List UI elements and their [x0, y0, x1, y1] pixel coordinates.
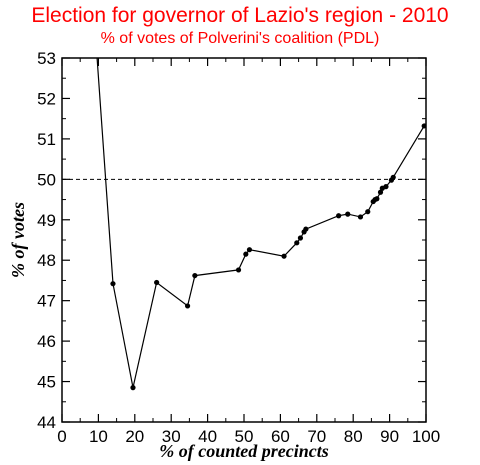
- data-point: [130, 385, 136, 391]
- y-tick-label: 53: [37, 49, 56, 68]
- x-tick-label: 10: [89, 427, 108, 446]
- data-point: [154, 279, 160, 286]
- x-tick-label: 80: [344, 427, 363, 446]
- plot-frame: [61, 57, 427, 423]
- data-point: [383, 184, 389, 190]
- y-tick-label: 46: [37, 332, 56, 351]
- data-point: [281, 253, 287, 259]
- y-tick-label: 51: [37, 130, 56, 149]
- x-tick-label: 60: [271, 427, 290, 446]
- y-tick-label: 52: [37, 89, 56, 108]
- data-point: [336, 213, 342, 219]
- y-tick-label: 49: [37, 211, 56, 230]
- data-point: [294, 240, 300, 246]
- y-tick-label: 44: [37, 413, 56, 432]
- data-point: [235, 267, 242, 273]
- series-line: [96, 58, 425, 388]
- data-point: [377, 189, 384, 195]
- x-tick-label: 20: [125, 427, 144, 446]
- chart-title: Election for governor of Lazio's region …: [31, 4, 449, 27]
- y-tick-label: 47: [37, 292, 56, 311]
- x-tick-label: 70: [307, 427, 326, 446]
- y-tick-label: 45: [37, 373, 56, 392]
- data-point: [390, 174, 396, 180]
- x-tick-label: 90: [380, 427, 399, 446]
- data-point: [184, 303, 191, 309]
- x-tick-label: 30: [162, 427, 181, 446]
- data-point: [365, 209, 371, 215]
- chart-subtitle: % of votes of Polverini's coalition (PDL…: [100, 30, 380, 47]
- data-point: [303, 226, 309, 232]
- x-tick-label: 100: [412, 427, 440, 446]
- y-tick-label: 48: [37, 251, 56, 270]
- data-point: [192, 272, 198, 279]
- data-point: [357, 214, 364, 220]
- x-tick-label: 0: [57, 427, 66, 446]
- data-point: [110, 281, 116, 287]
- data-point: [246, 247, 253, 253]
- x-axis-label: % of counted precincts: [159, 441, 328, 461]
- data-point: [421, 123, 426, 129]
- y-tick-label: 50: [37, 170, 56, 189]
- data-point: [374, 196, 380, 202]
- data-point: [243, 251, 249, 257]
- data-point: [297, 235, 304, 241]
- data-point: [345, 211, 351, 217]
- x-tick-label: 50: [235, 427, 254, 446]
- y-axis-label: % of votes: [8, 202, 28, 278]
- x-tick-label: 40: [198, 427, 217, 446]
